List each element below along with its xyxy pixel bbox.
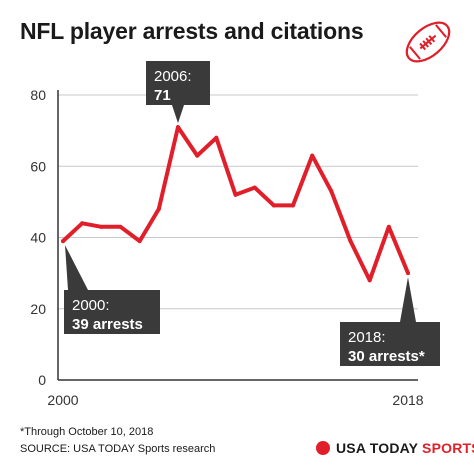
y-tick-label: 0 <box>38 372 46 388</box>
callout-box <box>146 61 210 105</box>
usa-today-dot-icon <box>316 441 330 455</box>
brand-logo: USA TODAY SPORTS <box>316 440 474 456</box>
data-point <box>406 271 410 276</box>
callout-pointer <box>172 105 184 124</box>
callout-year: 2000: <box>72 297 110 314</box>
y-tick-label: 80 <box>30 87 46 103</box>
data-point <box>118 224 123 229</box>
data-point <box>310 153 315 158</box>
callout-value: 71 <box>154 87 171 104</box>
brand-accent: SPORTS <box>422 440 474 456</box>
y-tick-label: 60 <box>30 158 46 174</box>
brand-main: USA TODAY <box>336 440 418 456</box>
data-point <box>80 221 85 226</box>
data-point <box>195 153 200 158</box>
callout-box <box>64 290 160 334</box>
x-tick-label: 2018 <box>392 392 423 408</box>
series-line <box>61 125 410 283</box>
chart-title: NFL player arrests and citations <box>20 18 364 44</box>
callout-pointer <box>400 277 416 322</box>
data-point <box>137 239 142 244</box>
brand-text: USA TODAY SPORTS <box>336 440 474 456</box>
data-point <box>156 207 161 211</box>
y-tick-label: 20 <box>30 301 46 317</box>
footnote: *Through October 10, 2018 <box>20 426 154 438</box>
data-point <box>271 203 276 208</box>
data-point <box>233 192 238 197</box>
callout-year: 2006: <box>154 68 192 85</box>
data-point <box>61 239 65 244</box>
x-tick-label: 2000 <box>47 392 78 408</box>
source-note: SOURCE: USA TODAY Sports research <box>20 443 216 455</box>
callout-value: 39 arrests <box>72 316 143 333</box>
football-icon <box>405 21 451 63</box>
data-point <box>252 185 257 190</box>
data-point <box>176 125 180 130</box>
callout-box <box>340 322 440 366</box>
callout-pointer <box>65 245 88 290</box>
data-point <box>214 135 219 140</box>
y-tick-label: 40 <box>30 230 46 246</box>
data-point <box>291 203 295 208</box>
callout-year: 2018: <box>348 329 386 346</box>
data-point <box>99 224 104 229</box>
data-point <box>348 239 353 244</box>
data-point <box>367 278 372 283</box>
data-point <box>329 189 334 194</box>
data-point <box>386 224 391 229</box>
callout-value: 30 arrests* <box>348 348 425 365</box>
